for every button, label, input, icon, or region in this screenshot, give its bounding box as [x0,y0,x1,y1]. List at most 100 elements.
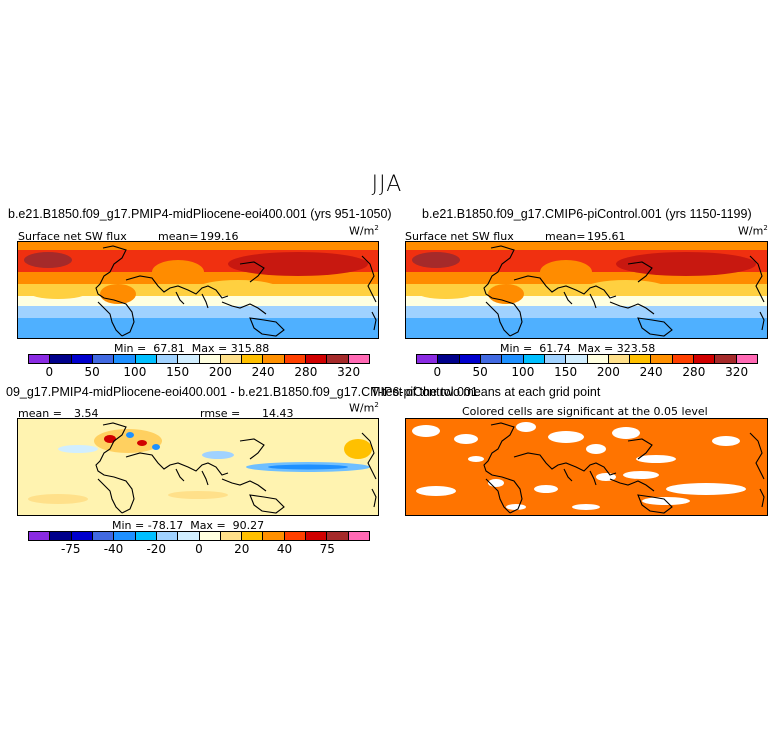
colorbar-2 [416,354,758,364]
coastline [563,291,573,305]
colorbar-swatch [480,355,503,363]
rmse-value-3: 14.43 [262,407,294,420]
rmse-label-3: rmse = [200,407,241,420]
lat-band [406,242,767,250]
colorbar-swatch [114,355,136,363]
warm-pool-cloud [198,280,278,296]
mean-label-3: mean = [18,407,62,420]
coastline [249,494,285,514]
coastline [97,478,123,514]
colorbar-tick-label: 0 [195,542,203,556]
negative-anomaly [202,451,234,459]
colorbar-swatch [263,355,285,363]
coastline [485,478,511,514]
map-panel-1 [17,241,379,339]
units-1: W/m2 [349,224,379,238]
colorbar-swatch [348,532,369,540]
lat-band [406,296,767,306]
colorbar-swatch [114,532,136,540]
subtropical-high [412,252,460,268]
coastline [371,311,377,331]
coastline [749,255,765,303]
coastline [175,468,185,482]
colorbar-swatch [178,355,200,363]
units-2: W/m2 [738,224,768,238]
colorbar-1 [28,354,370,364]
coastline [759,311,765,331]
coastline [609,478,655,492]
coastline [513,452,617,476]
colorbar-tick-label: 280 [682,365,706,379]
colorbar-tick-label: -75 [60,542,81,556]
not-significant-region [412,425,440,437]
minmax-2: Min = 61.74 Max = 323.58 [500,342,656,355]
not-significant-region [666,483,746,495]
coastline [589,293,597,309]
sw-flux-difference-map [18,419,378,515]
monsoon-cloud [152,260,204,284]
colorbar-swatch [92,532,115,540]
ttest-subtitle: Colored cells are significant at the 0.0… [462,405,708,418]
not-significant-region [612,427,640,439]
coastline [221,478,267,492]
equatorial-band [416,285,476,299]
season-title: JJA [371,172,403,197]
colorbar-tick-label: 100 [511,365,535,379]
variable-label-2: Surface net SW flux [405,230,514,243]
negative-anomaly [126,432,134,438]
ttest-significance-map [406,419,767,515]
not-significant-region [468,456,484,462]
coastline [637,317,673,337]
mean-label-2: mean= [545,230,586,243]
colorbar-swatch [29,532,51,540]
colorbar-tick-label: 50 [84,365,100,379]
coastline [239,438,265,460]
colorbar-tick-label: 240 [639,365,663,379]
colorbar-swatch [50,532,72,540]
colorbar-swatch [220,532,243,540]
colorbar-swatch [630,355,652,363]
colorbar-tick-label: 0 [45,365,54,379]
colorbar-swatch [135,532,157,540]
not-significant-region [506,504,526,510]
coastline [371,488,377,508]
colorbar-swatch [242,532,264,540]
colorbar-tick-label: 320 [337,365,361,379]
coastline [125,275,229,299]
coastline [589,470,597,486]
colorbar-tick-label: 240 [251,365,275,379]
colorbar-swatch [199,355,221,363]
colorbar-tick-label: 200 [596,365,620,379]
colorbar-swatch [71,355,93,363]
coastline [483,422,523,514]
case-title-3: 09_g17.PMIP4-midPliocene-eoi400.001 - b.… [6,385,478,399]
not-significant-region [516,422,536,432]
units-3: W/m2 [349,401,379,415]
coastline [563,468,573,482]
colorbar-tick-label: -40 [103,542,124,556]
positive-anomaly [104,435,116,443]
colorbar-tick-label: 200 [208,365,232,379]
lat-band [406,318,767,338]
colorbar-swatch [672,355,695,363]
map-panel-3 [17,418,379,516]
colorbar-swatch [199,532,221,540]
negative-anomaly [268,464,348,470]
colorbar-tick-label: 20 [234,542,250,556]
coastline [125,452,229,476]
colorbar-tick-label: 320 [725,365,749,379]
lat-band [18,296,378,306]
colorbar-tick-label: 100 [123,365,147,379]
coastline [95,245,135,337]
colorbar-swatch [715,355,737,363]
colorbar-swatch [736,355,757,363]
colorbar-swatch [242,355,264,363]
variable-label-1: Surface net SW flux [18,230,127,243]
colorbar-swatch [327,532,349,540]
minmax-3: Min = -78.17 Max = 90.27 [112,519,265,532]
colorbar-swatch [284,355,307,363]
lat-band [18,306,378,318]
case-title-2: b.e21.B1850.f09_g17.CMIP6-piControl.001 … [422,207,752,221]
colorbar-swatch [135,355,157,363]
not-significant-region [572,504,600,510]
